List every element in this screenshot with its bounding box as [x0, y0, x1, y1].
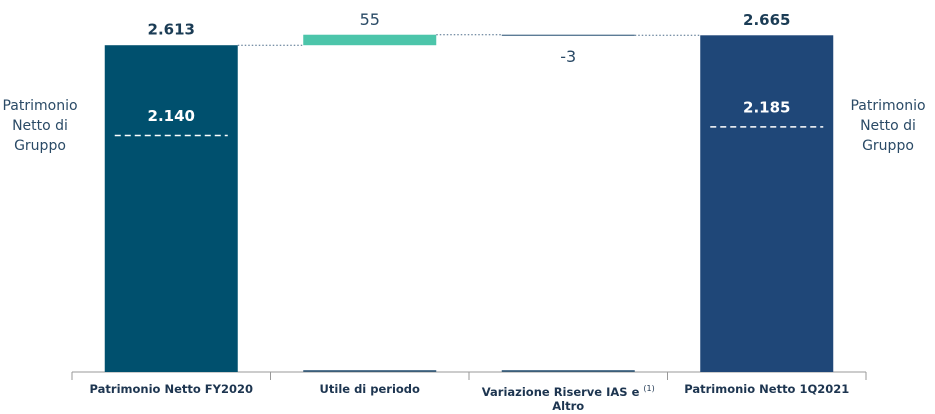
x-tick-label: Patrimonio Netto FY2020 [81, 382, 261, 396]
value-label: -3 [560, 47, 576, 66]
category-text-end: Altro [552, 398, 585, 413]
value-label: 2.665 [743, 11, 790, 29]
category-text: Patrimonio Netto FY2020 [89, 382, 253, 396]
value-label: 55 [360, 10, 380, 29]
category-text: Utile di periodo [319, 382, 420, 396]
x-tick-label: Variazione Riserve IAS e (1) Altro [478, 382, 658, 413]
x-tick-label: Patrimonio Netto 1Q2021 [677, 382, 857, 396]
side-label: Patrimonio Netto di Gruppo [2, 98, 78, 154]
category-text: Patrimonio Netto 1Q2021 [684, 382, 850, 396]
footnote-mark: (1) [643, 384, 655, 393]
x-tick-label: Utile di periodo [280, 382, 460, 396]
value-label: 2.613 [148, 21, 195, 39]
side-label: Patrimonio Netto di Gruppo [850, 98, 926, 154]
category-text: Variazione Riserve IAS e [481, 384, 644, 399]
bar [303, 34, 437, 46]
bar [104, 45, 238, 372]
group-value-label: 2.185 [743, 98, 790, 116]
bar [700, 35, 834, 373]
group-value-label: 2.140 [148, 107, 195, 125]
bar [501, 34, 635, 36]
